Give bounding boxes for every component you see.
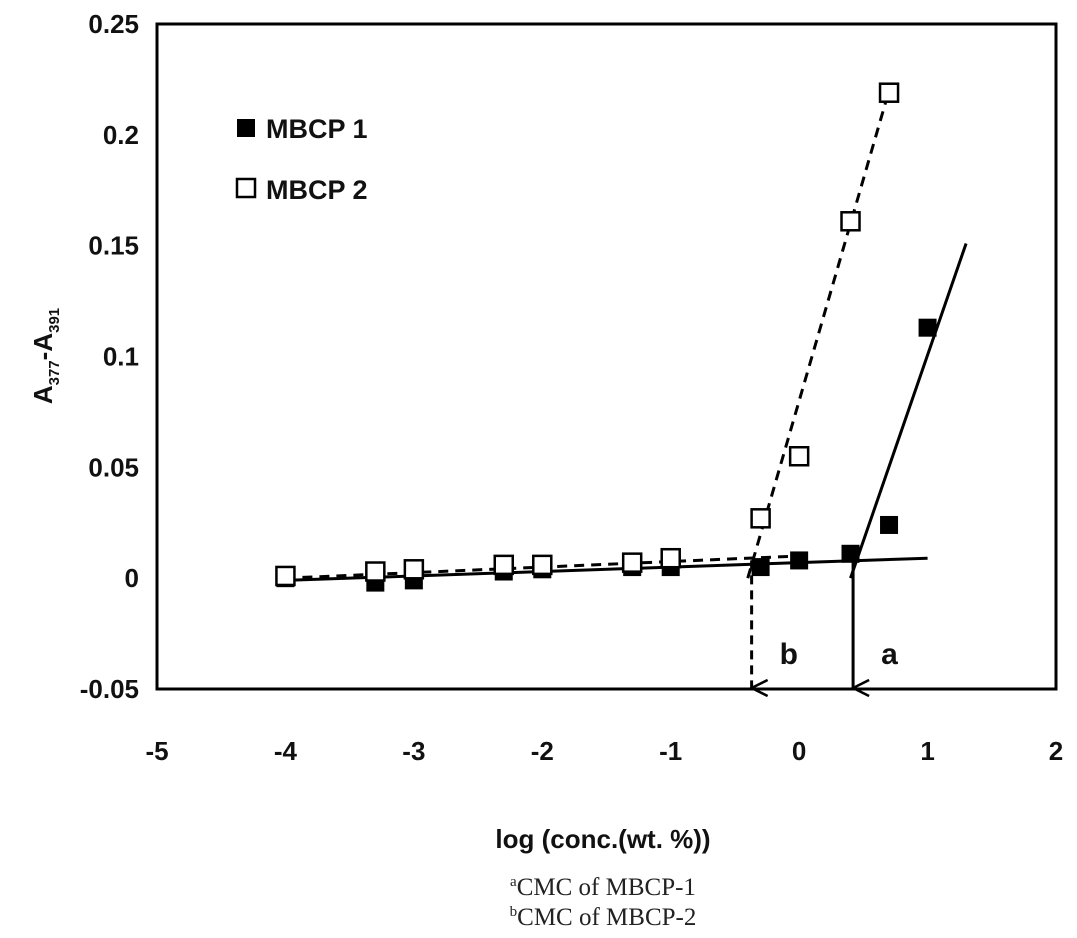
x-tick-label: 0 (792, 736, 806, 766)
data-point-series-2 (403, 559, 425, 580)
data-point-series-2 (660, 547, 681, 569)
data-point-series-1 (790, 551, 809, 570)
data-points (275, 82, 937, 592)
y-tick-label: 0 (125, 563, 139, 593)
y-tick-label: 0.2 (103, 120, 139, 150)
fit-line-series-2 (746, 90, 891, 579)
data-point-series-2 (878, 82, 900, 103)
x-tick-label: -2 (531, 736, 554, 766)
cmc-label-a: a (881, 638, 898, 671)
legend: MBCP 1 MBCP 2 (235, 114, 368, 205)
x-tick-label: -1 (659, 736, 682, 766)
data-point-series-1 (841, 544, 860, 563)
x-tick-labels: -5 -4 -3 -2 -1 0 1 2 (145, 736, 1063, 766)
data-point-series-2 (621, 552, 643, 573)
legend-label-mbcp2: MBCP 2 (266, 175, 368, 205)
data-point-series-2 (365, 561, 386, 582)
y-axis-title: A377-A391 (28, 308, 63, 404)
legend-marker-mbcp2 (235, 177, 257, 199)
x-tick-label: -3 (402, 736, 425, 766)
legend-label-mbcp1: MBCP 1 (266, 114, 368, 144)
data-point-series-2 (840, 211, 861, 232)
x-axis-title: log (conc.(wt. %)) (495, 824, 710, 854)
data-point-series-1 (918, 318, 937, 337)
x-tick-label: -5 (145, 736, 168, 766)
footnote-a: aCMC of MBCP-1 (510, 874, 696, 901)
data-point-series-2 (275, 565, 296, 587)
y-tick-labels: -0.05 0 0.05 0.1 0.15 0.2 0.25 (80, 9, 139, 704)
data-point-series-2 (788, 446, 810, 467)
fit-line-series-1 (849, 242, 968, 579)
data-point-series-2 (532, 554, 553, 576)
y-tick-label: 0.25 (88, 9, 139, 39)
fit-lines (285, 90, 968, 582)
data-point-series-1 (880, 515, 899, 534)
data-point-series-2 (493, 554, 515, 576)
fit-line-series-1 (285, 556, 928, 582)
plot-frame (155, 22, 1058, 691)
footnote-b: bCMC of MBCP-2 (510, 904, 697, 931)
data-point-series-2 (750, 508, 771, 529)
y-tick-label: 0.1 (103, 342, 139, 372)
x-tick-label: 1 (920, 736, 934, 766)
footnotes: aCMC of MBCP-1 bCMC of MBCP-2 (510, 874, 697, 931)
y-tick-label: 0.15 (88, 231, 139, 261)
x-tick-label: -4 (274, 736, 298, 766)
y-tick-label: 0.05 (88, 452, 139, 482)
y-tick-label: -0.05 (80, 674, 139, 704)
x-tick-label: 2 (1049, 736, 1063, 766)
data-point-series-1 (751, 558, 770, 577)
cmc-label-b: b (780, 638, 798, 671)
legend-marker-mbcp1 (237, 119, 255, 137)
